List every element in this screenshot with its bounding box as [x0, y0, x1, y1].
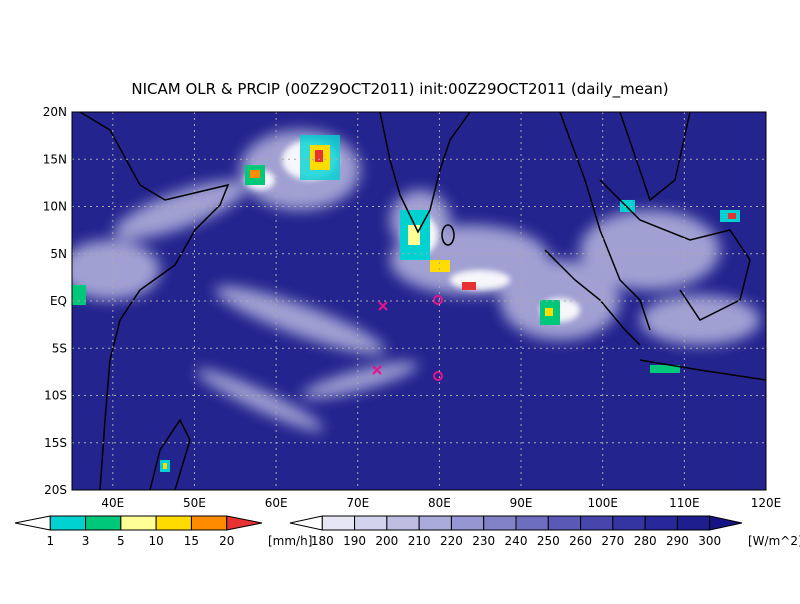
colorbar-segment: [450, 515, 485, 531]
colorbar-label: 230: [472, 534, 495, 548]
colorbar-label: 270: [601, 534, 624, 548]
colorbar-label: 290: [666, 534, 689, 548]
coastlines: [79, 112, 766, 490]
lat-label: 20S: [44, 483, 67, 497]
colorbar-label: 190: [343, 534, 366, 548]
lon-label: 110E: [669, 496, 700, 510]
colorbar-segment: [580, 515, 614, 531]
colorbar-segment: [354, 515, 388, 531]
colorbar-label: 15: [184, 534, 199, 548]
colorbar-unit: [W/m^2]: [748, 534, 800, 548]
lon-label: 100E: [587, 496, 618, 510]
colorbar-label: 300: [698, 534, 721, 548]
colorbar-label: 280: [634, 534, 657, 548]
grid: [72, 112, 766, 490]
colorbar-label: 3: [82, 534, 90, 548]
colorbar-segment: [386, 515, 420, 531]
colorbar-segment: [418, 515, 452, 531]
colorbar-label: 200: [375, 534, 398, 548]
lon-label: 60E: [265, 496, 288, 510]
lon-label: 90E: [510, 496, 533, 510]
colorbars: 1 3 5 10 15 20 [mm/h]180 190 200 210 220 230 240 250 2…: [14, 515, 800, 548]
lon-label: 50E: [183, 496, 206, 510]
axis-labels: 20N 15N 10N 5N EQ 5S 10S 15S 20S 40E 50E 60E 70E 80E 9…: [43, 105, 782, 510]
colorbar-segment: [120, 515, 157, 531]
lat-label: 10S: [44, 389, 67, 403]
lon-label: 40E: [101, 496, 124, 510]
colorbar-segment: [14, 515, 51, 531]
colorbar-segment: [676, 515, 711, 531]
colorbar-label: 10: [149, 534, 164, 548]
precip-spots: [72, 135, 740, 472]
colorbar-label: 1: [46, 534, 54, 548]
colorbar-segment: [644, 515, 678, 531]
map-frame: [71, 111, 767, 491]
colorbar-label: 180: [311, 534, 334, 548]
colorbar-segment: [709, 515, 743, 531]
colorbar-segment: [321, 515, 356, 531]
lat-label: 15S: [44, 436, 67, 450]
lon-label: 70E: [346, 496, 369, 510]
colorbar-segment: [190, 515, 228, 531]
colorbar-label: 220: [440, 534, 463, 548]
colorbar-segment: [289, 515, 323, 531]
lat-label: 5S: [52, 341, 67, 355]
colorbar-label: 250: [537, 534, 560, 548]
colorbar-label: 210: [408, 534, 431, 548]
lat-label: 15N: [43, 152, 67, 166]
map-title: NICAM OLR & PRCIP (00Z29OCT2011) init:00…: [131, 80, 668, 99]
colorbar-segment: [226, 515, 263, 531]
colorbar-segment: [483, 515, 517, 531]
map-area: [72, 112, 766, 490]
colorbar-segment: [547, 515, 582, 531]
lat-label: EQ: [50, 294, 67, 308]
colorbar-unit: [mm/h]: [268, 534, 312, 548]
colorbar-segment: [612, 515, 646, 531]
lon-label: 80E: [428, 496, 451, 510]
colorbar-label: 240: [505, 534, 528, 548]
colorbar-label: 20: [219, 534, 234, 548]
lat-label: 20N: [43, 105, 67, 119]
storm-markers: [372, 295, 443, 381]
lon-label: 120E: [751, 496, 782, 510]
colorbar-segment: [85, 515, 122, 531]
colorbar-segment: [515, 515, 549, 531]
colorbar-label: 5: [117, 534, 125, 548]
lat-label: 10N: [43, 200, 67, 214]
colorbar-segment: [155, 515, 192, 531]
colorbar-label: 260: [569, 534, 592, 548]
lat-label: 5N: [50, 247, 67, 261]
colorbar-segment: [49, 515, 87, 531]
